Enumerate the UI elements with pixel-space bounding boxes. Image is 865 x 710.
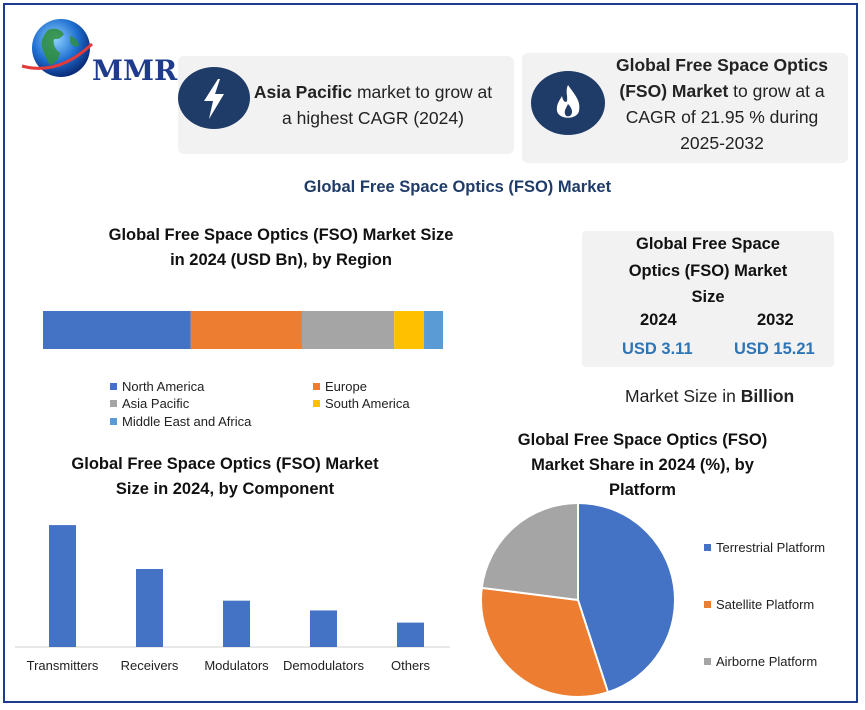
year-2024: 2024 [640, 311, 677, 329]
region-segment-1 [190, 311, 302, 349]
region-segment-4 [424, 311, 443, 349]
lightning-icon [204, 79, 224, 119]
region-chart-title: Global Free Space Optics (FSO) Market Si… [108, 226, 454, 269]
highlight-card-region: Asia Pacific market to grow at a highest… [178, 56, 514, 154]
legend-south-america: South America [313, 396, 410, 411]
component-label-0: Transmitters [27, 658, 99, 673]
value-2024: USD 3.11 [622, 340, 693, 358]
value-2032: USD 15.21 [734, 340, 815, 358]
component-bar-0 [49, 525, 76, 647]
pie-slice-2 [480, 501, 579, 602]
legend-mea: Middle East and Africa [110, 414, 251, 429]
globe-icon [21, 19, 94, 77]
logo: MMR [18, 14, 177, 87]
legend-asia-pacific: Asia Pacific [110, 396, 189, 411]
market-size-card: Global Free Space Optics (FSO) Market Si… [582, 231, 834, 367]
component-bar-2 [223, 600, 250, 647]
pie-slice-1 [480, 586, 610, 698]
flame-icon [556, 85, 580, 118]
page-frame [3, 3, 858, 703]
highlight-text-cagr: Global Free Space Optics (FSO) Market to… [615, 55, 829, 153]
flame-badge [531, 71, 605, 135]
platform-chart-title: Global Free Space Optics (FSO) Market Sh… [517, 431, 768, 499]
platform-pie-chart [480, 501, 676, 698]
highlight-text-region: Asia Pacific market to grow at a highest… [253, 82, 493, 128]
component-label-1: Receivers [121, 658, 179, 673]
component-bar-3 [310, 610, 337, 647]
region-stacked-bar [43, 311, 443, 349]
component-bar-1 [136, 568, 163, 647]
component-label-2: Modulators [204, 658, 269, 673]
component-label-3: Demodulators [283, 658, 364, 673]
region-segment-0 [43, 311, 191, 349]
legend-europe: Europe [313, 379, 367, 394]
region-segment-2 [301, 311, 395, 349]
highlight-card-cagr: Global Free Space Optics (FSO) Market to… [522, 53, 848, 163]
region-segment-3 [394, 311, 425, 349]
year-2032: 2032 [757, 311, 794, 329]
lightning-badge [178, 67, 250, 129]
component-chart-title: Global Free Space Optics (FSO) Market Si… [71, 455, 379, 498]
legend-north-america: North America [110, 379, 204, 394]
legend-terrestrial: Terrestrial Platform [704, 540, 825, 555]
main-title: Global Free Space Optics (FSO) Market [303, 178, 612, 196]
legend-satellite: Satellite Platform [704, 597, 814, 612]
legend-airborne: Airborne Platform [704, 654, 817, 669]
market-size-caption: Market Size in Billion [625, 386, 795, 406]
market-size-title: Global Free Space Optics (FSO) Market Si… [628, 235, 788, 306]
pie-slice-0 [577, 501, 676, 694]
component-label-4: Others [391, 658, 431, 673]
component-bar-4 [397, 622, 424, 647]
component-bar-chart: Transmitters Receivers Modulators Demodulat… [15, 525, 450, 673]
logo-text: MMR [92, 54, 178, 87]
